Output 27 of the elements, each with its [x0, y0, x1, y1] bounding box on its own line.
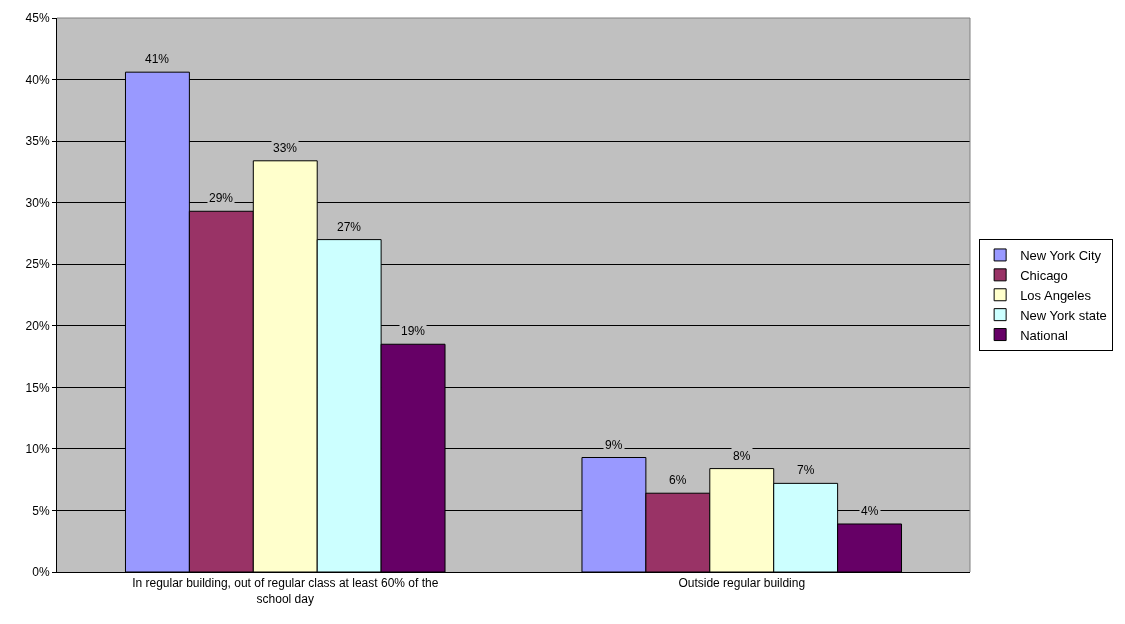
y-tick-label: 25%: [25, 257, 50, 272]
y-tick-label: 35%: [25, 134, 50, 149]
y-tick-label: 15%: [25, 380, 50, 395]
data-label: 41%: [145, 52, 170, 66]
data-label: 4%: [861, 504, 879, 518]
data-label: 7%: [797, 463, 815, 477]
data-label: 9%: [605, 438, 623, 452]
legend-label: Chicago: [1020, 267, 1068, 283]
x-tick-label: In regular building, out of regular class at least 60% of the school day: [132, 576, 439, 606]
legend-label: New York state: [1020, 307, 1107, 323]
legend-label: New York City: [1020, 248, 1102, 264]
data-label: 6%: [669, 473, 687, 487]
data-label: 19%: [401, 324, 426, 338]
data-label: 29%: [209, 191, 234, 205]
data-label: 33%: [273, 141, 298, 155]
legend-label: National: [1020, 327, 1068, 343]
y-tick-label: 40%: [25, 72, 50, 87]
y-tick-label: 5%: [32, 503, 50, 518]
x-tick-label: Outside regular building: [678, 576, 806, 591]
y-tick-label: 0%: [32, 565, 50, 580]
y-tick-label: 30%: [25, 195, 50, 210]
data-label: 27%: [337, 220, 362, 234]
y-tick-label: 45%: [25, 11, 50, 26]
legend-label: Los Angeles: [1020, 287, 1092, 303]
y-tick-label: 10%: [25, 442, 50, 457]
data-label: 8%: [733, 449, 751, 463]
y-tick-label: 20%: [25, 318, 50, 333]
